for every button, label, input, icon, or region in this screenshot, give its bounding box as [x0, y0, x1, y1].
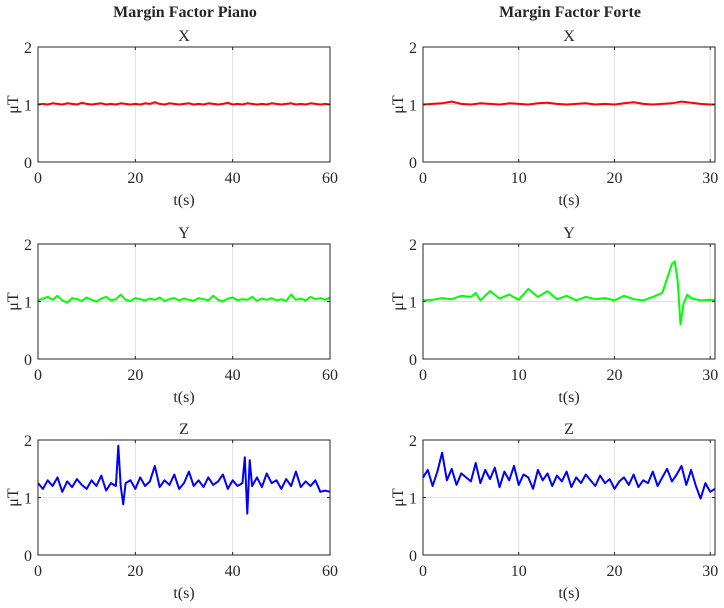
panel-forte-y: 0 10 20 30 0 1 2 Yt(s) μT [390, 225, 718, 406]
y-axis-label: μT [5, 488, 22, 507]
x-tick-label: 20 [606, 170, 622, 187]
x-tick-label: 0 [34, 170, 42, 187]
y-tick-label: 1 [409, 491, 417, 508]
y-tick-label: 2 [24, 237, 32, 254]
x-tick-label: 0 [419, 367, 427, 384]
x-tick-label: 0 [419, 563, 427, 580]
panel-piano-y: 0 20 40 60 0 1 2 Yt(s) μT [5, 225, 338, 406]
column-title-piano: Margin Factor Piano [113, 4, 257, 21]
x-tick-label: 60 [322, 563, 338, 580]
x-axis-label: t(s) [173, 192, 194, 209]
panel-forte-x: 0 10 20 30 0 1 2 Xt(s) μT [390, 28, 718, 209]
y-tick-label: 0 [409, 352, 417, 369]
y-tick-label: 0 [24, 548, 32, 565]
panel-title: X [563, 28, 575, 45]
x-tick-label: 10 [511, 563, 527, 580]
x-axis-label: t(s) [558, 389, 579, 406]
y-tick-label: 0 [409, 548, 417, 565]
x-tick-label: 20 [606, 367, 622, 384]
y-axis-label: μT [5, 292, 22, 311]
y-tick-label: 2 [409, 433, 417, 450]
x-tick-label: 0 [34, 563, 42, 580]
y-axis-label: μT [5, 95, 22, 114]
panel-title: Z [564, 421, 574, 438]
y-tick-label: 1 [24, 295, 32, 312]
x-tick-label: 20 [127, 367, 143, 384]
series-line [422, 260, 716, 326]
x-tick-label: 40 [225, 170, 241, 187]
y-axis-label: μT [390, 95, 407, 114]
panel-title: X [178, 28, 190, 45]
x-tick-label: 20 [606, 563, 622, 580]
y-tick-label: 0 [24, 352, 32, 369]
x-axis-label: t(s) [173, 389, 194, 406]
series-line [422, 100, 715, 106]
y-tick-label: 2 [409, 237, 417, 254]
series-line [422, 451, 716, 500]
y-tick-label: 2 [24, 433, 32, 450]
x-tick-label: 0 [34, 367, 42, 384]
y-tick-label: 1 [409, 295, 417, 312]
x-tick-label: 10 [511, 367, 527, 384]
x-tick-label: 40 [225, 367, 241, 384]
y-tick-label: 2 [24, 40, 32, 57]
x-tick-label: 30 [702, 563, 718, 580]
panel-piano-x: 0 20 40 60 0 1 2 Xt(s) μT [5, 28, 338, 209]
panel-title: Z [179, 421, 189, 438]
y-tick-label: 0 [409, 155, 417, 172]
x-axis-label: t(s) [173, 585, 194, 602]
x-tick-label: 60 [322, 367, 338, 384]
y-tick-label: 1 [24, 491, 32, 508]
panel-forte-z: 0 10 20 30 0 1 2 Zt(s) μT [390, 421, 718, 602]
x-axis-label: t(s) [558, 192, 579, 209]
x-tick-label: 10 [511, 170, 527, 187]
x-tick-label: 30 [702, 170, 718, 187]
panel-title: Y [178, 225, 190, 242]
series-line [37, 101, 331, 106]
y-axis-label: μT [390, 292, 407, 311]
y-tick-label: 1 [24, 98, 32, 115]
y-tick-label: 1 [409, 98, 417, 115]
y-tick-label: 2 [409, 40, 417, 57]
x-tick-label: 40 [225, 563, 241, 580]
x-tick-label: 60 [322, 170, 338, 187]
panel-title: Y [563, 225, 575, 242]
column-title-forte: Margin Factor Forte [499, 4, 641, 21]
y-tick-label: 0 [24, 155, 32, 172]
x-tick-label: 20 [127, 563, 143, 580]
series-line [37, 293, 331, 304]
panel-piano-z: 0 20 40 60 0 1 2 Zt(s) μT [5, 421, 338, 602]
y-axis-label: μT [390, 488, 407, 507]
series-line [37, 444, 331, 515]
x-axis-label: t(s) [558, 585, 579, 602]
x-tick-label: 20 [127, 170, 143, 187]
x-tick-label: 30 [702, 367, 718, 384]
x-tick-label: 0 [419, 170, 427, 187]
